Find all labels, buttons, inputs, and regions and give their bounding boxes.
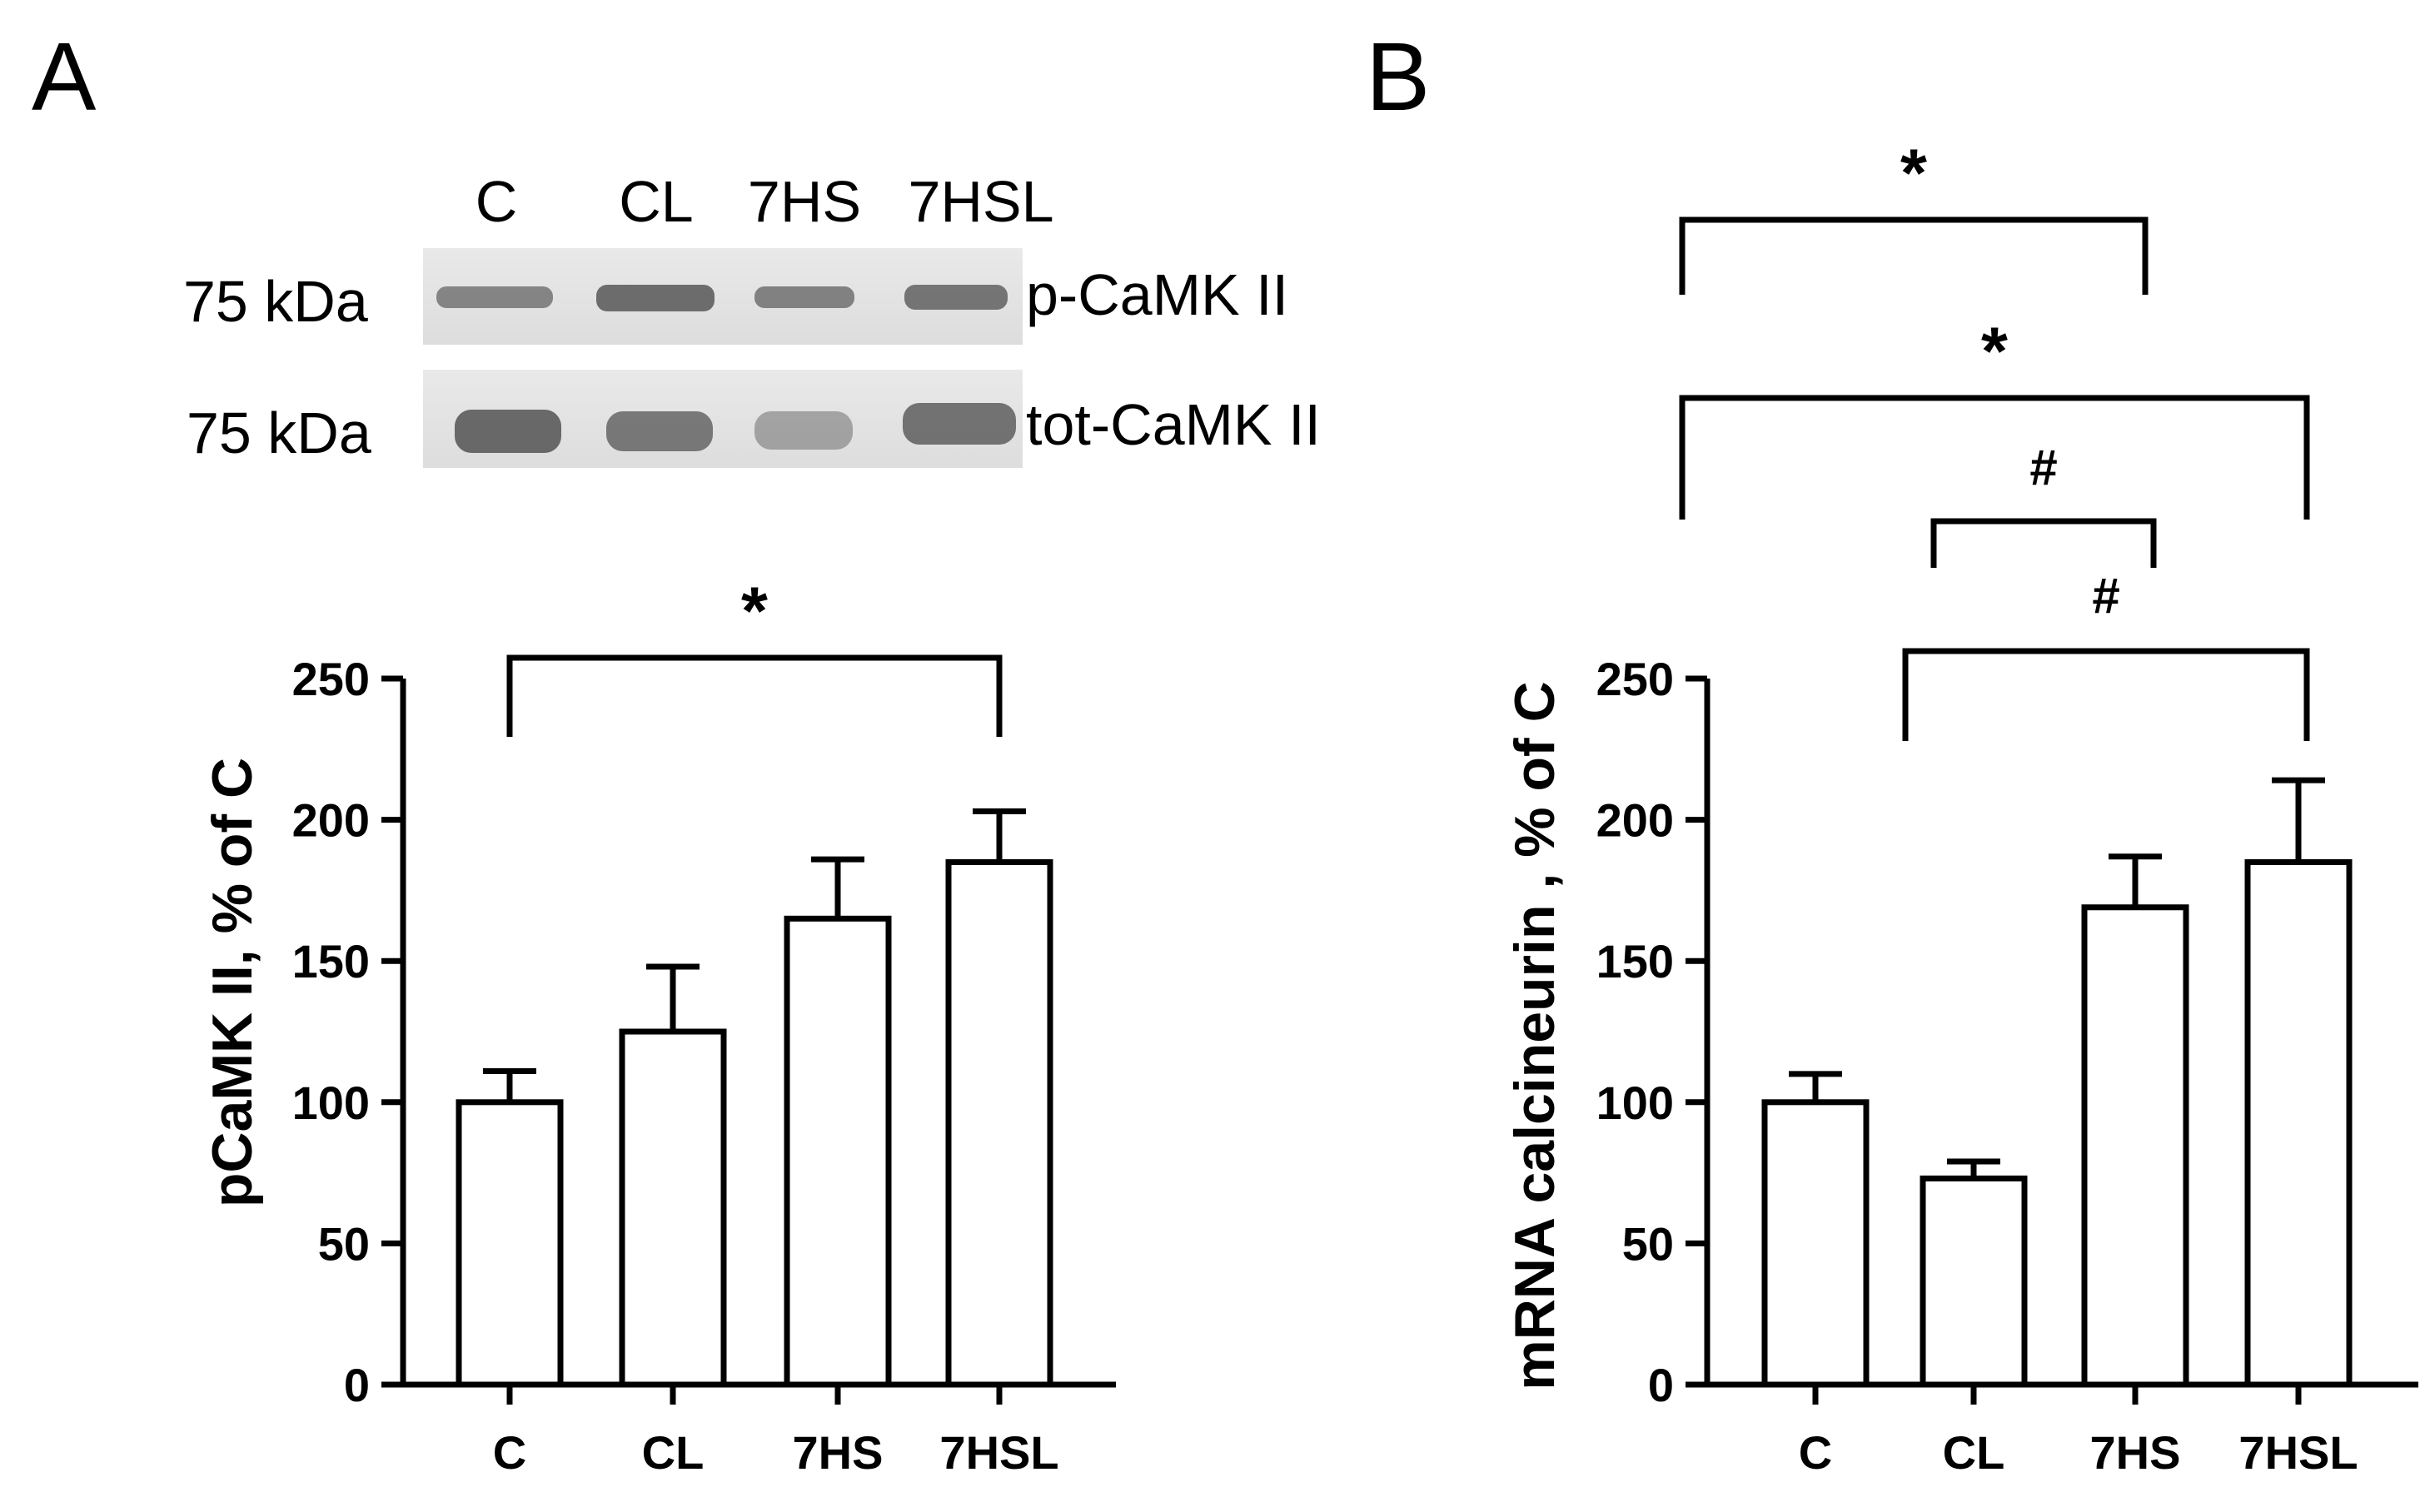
chart-b-bar-7hsl bbox=[2244, 858, 2353, 1388]
chart-b-bar-7hs bbox=[2081, 904, 2189, 1388]
chart-a-bar-c bbox=[456, 1099, 564, 1388]
panel-label-a: A bbox=[32, 22, 97, 131]
chart-b-bar-cl bbox=[1920, 1175, 2028, 1388]
chart-a-x-tick-label-cl: CL bbox=[642, 1426, 705, 1479]
blot-protein-label-row1: p-CaMK II bbox=[1026, 262, 1288, 327]
blot-lane-label-7hs: 7HS bbox=[748, 169, 861, 234]
chart-a-x-tick-label-c: C bbox=[493, 1426, 526, 1479]
chart-b: 0 50 100 150 200 250 C CL 7HS 7HSL * * # # mRNA cal… bbox=[1503, 136, 2418, 1479]
chart-b-y-axis-title: mRNA calcineurin , % of C bbox=[1503, 681, 1566, 1390]
chart-a-bar-7hsl bbox=[945, 858, 1053, 1388]
chart-a-y-tick-label-0: 0 bbox=[344, 1359, 370, 1411]
chart-b-significance-bracket-cl-7hs bbox=[1930, 518, 2157, 568]
chart-a-significance-mark-c-7hsl: * bbox=[741, 574, 768, 649]
blot-band-row2-7hs bbox=[754, 411, 853, 450]
chart-b-x-tick-label-cl: CL bbox=[1943, 1426, 2005, 1479]
western-blot: C CL 7HS 7HSL 75 kDa 75 kDa p-CaMK II to… bbox=[183, 169, 1321, 468]
chart-b-significance-bracket-cl-7hsl bbox=[1902, 648, 2310, 741]
blot-band-row1-7hsl bbox=[904, 285, 1008, 310]
blot-band-row1-7hs bbox=[754, 286, 854, 308]
chart-b-significance: * * # # bbox=[1679, 136, 2310, 741]
blot-lane-label-7hsl: 7HSL bbox=[908, 169, 1053, 234]
chart-a: 0 50 100 150 200 250 C CL 7HS 7HSL * pCaMK II, %… bbox=[201, 574, 1116, 1479]
chart-b-y-tick-label-100: 100 bbox=[1596, 1077, 1674, 1129]
blot-bands bbox=[436, 285, 1016, 453]
chart-a-significance: * bbox=[506, 574, 1003, 737]
chart-a-ticks: 0 50 100 150 200 250 bbox=[292, 653, 403, 1411]
blot-lane-label-c: C bbox=[476, 169, 518, 234]
chart-b-significance-bracket-c-7hs bbox=[1679, 216, 2149, 295]
chart-b-significance-mark-cl-7hsl: # bbox=[2092, 568, 2119, 624]
chart-a-bars: C CL 7HS 7HSL bbox=[456, 808, 1059, 1479]
chart-b-significance-bracket-c-7hsl bbox=[1679, 395, 2310, 520]
chart-a-y-axis-title: pCaMK II, % of C bbox=[201, 758, 264, 1207]
blot-lane-label-cl: CL bbox=[619, 169, 693, 234]
chart-a-y-tick-label-150: 150 bbox=[292, 935, 370, 987]
chart-b-x-tick-label-c: C bbox=[1799, 1426, 1832, 1479]
chart-b-x-tick-label-7hsl: 7HSL bbox=[2238, 1426, 2358, 1479]
chart-a-x-tick-label-7hs: 7HS bbox=[793, 1426, 884, 1479]
panel-label-b: B bbox=[1366, 22, 1430, 131]
blot-mw-label-row2: 75 kDa bbox=[187, 400, 371, 465]
chart-b-y-tick-label-250: 250 bbox=[1596, 653, 1674, 705]
chart-b-significance-mark-c-7hsl: * bbox=[1981, 314, 2008, 390]
chart-a-y-tick-label-250: 250 bbox=[292, 653, 370, 705]
chart-b-x-tick-label-7hs: 7HS bbox=[2090, 1426, 2181, 1479]
chart-b-y-tick-label-200: 200 bbox=[1596, 794, 1674, 847]
chart-a-y-tick-label-50: 50 bbox=[318, 1217, 370, 1270]
chart-a-bar-cl bbox=[619, 1028, 727, 1388]
chart-b-significance-mark-c-7hs: * bbox=[1900, 136, 1927, 211]
chart-a-y-tick-label-100: 100 bbox=[292, 1077, 370, 1129]
chart-a-significance-bracket-c-7hsl bbox=[506, 654, 1003, 737]
chart-a-y-tick-label-200: 200 bbox=[292, 794, 370, 847]
chart-b-y-tick-label-0: 0 bbox=[1648, 1359, 1674, 1411]
blot-band-row1-c bbox=[436, 286, 553, 308]
chart-b-y-tick-label-150: 150 bbox=[1596, 935, 1674, 987]
blot-mw-label-row1: 75 kDa bbox=[183, 269, 368, 334]
blot-band-row1-cl bbox=[596, 285, 715, 311]
chart-a-x-tick-label-7hsl: 7HSL bbox=[939, 1426, 1058, 1479]
blot-band-row2-7hsl bbox=[903, 403, 1016, 445]
chart-b-significance-mark-cl-7hs: # bbox=[2029, 440, 2057, 495]
blot-band-row2-cl bbox=[606, 411, 713, 451]
blot-protein-label-row2: tot-CaMK II bbox=[1026, 392, 1321, 457]
chart-b-bars: C CL 7HS 7HSL bbox=[1761, 777, 2358, 1479]
blot-band-row2-c bbox=[455, 410, 561, 453]
chart-a-bar-7hs bbox=[784, 915, 892, 1388]
chart-b-ticks: 0 50 100 150 200 250 bbox=[1596, 653, 1707, 1411]
chart-b-bar-c bbox=[1761, 1099, 1870, 1388]
chart-b-y-tick-label-50: 50 bbox=[1622, 1217, 1674, 1270]
